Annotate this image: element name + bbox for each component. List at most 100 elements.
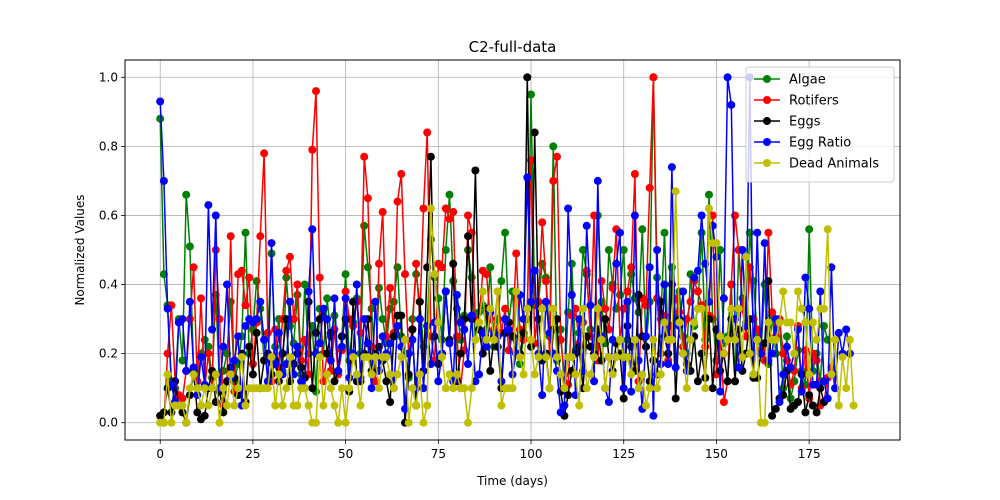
data-point (842, 384, 851, 393)
data-point (571, 304, 580, 313)
data-point (797, 304, 806, 313)
data-point (601, 315, 610, 324)
data-point (452, 290, 461, 299)
data-point (330, 401, 339, 410)
y-tick-label: 0.0 (99, 416, 118, 430)
data-point (490, 335, 498, 344)
data-point (308, 225, 317, 234)
data-point (445, 214, 454, 223)
data-point (734, 304, 743, 313)
data-point (820, 304, 828, 313)
data-point (375, 259, 383, 268)
data-point (515, 353, 524, 362)
data-point (260, 149, 269, 158)
data-point (197, 294, 205, 303)
legend-entry: Egg Ratio (754, 136, 851, 151)
data-point (241, 228, 250, 237)
data-point (649, 356, 658, 365)
data-point (649, 335, 658, 344)
data-point (252, 315, 261, 324)
data-point (426, 152, 435, 161)
data-point (449, 259, 458, 268)
data-point (716, 246, 725, 254)
data-point (286, 353, 294, 362)
data-point (645, 384, 654, 393)
data-point (197, 401, 205, 410)
data-point (159, 418, 168, 427)
data-point (204, 349, 213, 358)
data-point (779, 370, 788, 379)
data-point (545, 384, 554, 393)
data-point (401, 335, 409, 344)
data-point (642, 332, 650, 341)
data-point (623, 322, 632, 330)
data-point (300, 280, 309, 289)
data-point (716, 387, 725, 396)
axes-frame (124, 59, 901, 441)
data-point (627, 370, 636, 379)
data-point (808, 318, 817, 327)
data-point (756, 349, 765, 358)
legend-box (745, 66, 895, 183)
data-point (363, 194, 372, 203)
data-point (315, 339, 324, 348)
data-point (760, 339, 769, 348)
data-point (541, 277, 550, 286)
data-point (293, 401, 302, 410)
data-point (604, 398, 613, 406)
legend-label: Eggs (789, 115, 821, 130)
data-point (764, 318, 773, 327)
data-point (441, 287, 450, 296)
data-point (297, 363, 306, 372)
data-point (286, 297, 294, 306)
data-point (579, 304, 587, 313)
data-point (734, 363, 743, 372)
data-point (211, 211, 220, 220)
data-point (579, 246, 587, 254)
data-point (556, 370, 565, 379)
data-point (593, 176, 602, 185)
data-point (248, 370, 257, 379)
legend-label: Dead Animals (789, 157, 879, 172)
data-point (564, 391, 573, 400)
data-point (790, 349, 799, 358)
data-point (671, 363, 680, 372)
data-point (723, 377, 732, 386)
data-point (497, 277, 506, 286)
data-point (438, 353, 446, 362)
data-point (371, 353, 380, 362)
data-point (204, 401, 213, 410)
data-point (782, 342, 791, 351)
data-point (549, 304, 558, 313)
data-point (341, 270, 350, 279)
data-point (805, 225, 814, 234)
data-point (415, 370, 424, 379)
x-tick-label: 0 (156, 447, 164, 461)
data-point (742, 252, 751, 261)
data-point (163, 304, 172, 313)
data-point (827, 370, 836, 379)
data-point (845, 349, 854, 358)
data-point (252, 277, 261, 286)
x-tick-label: 50 (338, 447, 353, 461)
data-point (849, 401, 858, 410)
data-point (460, 325, 469, 334)
x-axis-ticks: 0 25 50 75 100 125 150 175 (156, 440, 821, 461)
data-point (263, 377, 272, 386)
data-point (323, 349, 332, 358)
data-point (300, 335, 309, 344)
data-point (497, 377, 506, 386)
series-layer (156, 73, 858, 427)
data-point (293, 280, 302, 289)
data-point (797, 387, 806, 396)
data-point (211, 370, 220, 379)
data-point (189, 363, 198, 372)
data-point (408, 325, 417, 334)
data-point (597, 335, 606, 344)
data-point (586, 370, 595, 379)
data-point (842, 325, 851, 334)
data-point (590, 353, 599, 362)
data-point (445, 190, 454, 199)
data-point (430, 270, 439, 279)
